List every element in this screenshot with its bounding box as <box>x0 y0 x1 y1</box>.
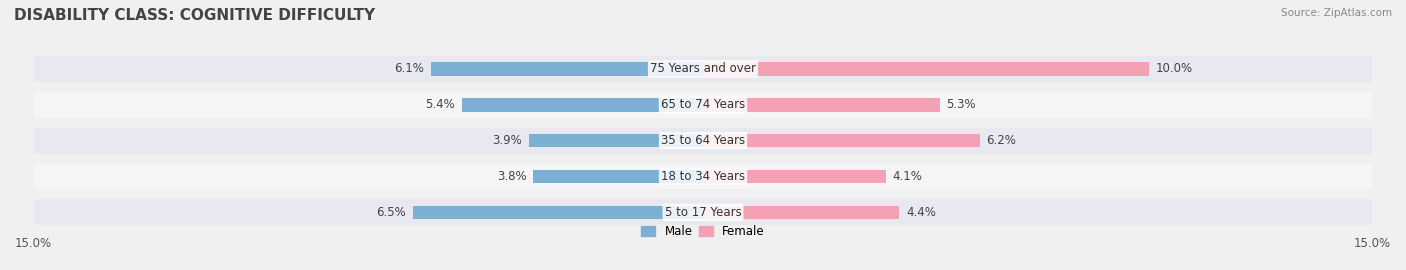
Bar <box>34 164 1372 189</box>
Text: 6.5%: 6.5% <box>377 206 406 219</box>
Text: 6.1%: 6.1% <box>394 62 425 75</box>
Text: 35 to 64 Years: 35 to 64 Years <box>661 134 745 147</box>
Text: 5 to 17 Years: 5 to 17 Years <box>665 206 741 219</box>
Bar <box>703 134 980 147</box>
Bar <box>703 98 939 112</box>
Legend: Male, Female: Male, Female <box>637 220 769 243</box>
Bar <box>703 170 886 183</box>
Text: 5.4%: 5.4% <box>426 98 456 111</box>
Text: Source: ZipAtlas.com: Source: ZipAtlas.com <box>1281 8 1392 18</box>
Bar <box>529 134 703 147</box>
Bar <box>463 98 703 112</box>
Text: DISABILITY CLASS: COGNITIVE DIFFICULTY: DISABILITY CLASS: COGNITIVE DIFFICULTY <box>14 8 375 23</box>
Text: 75 Years and over: 75 Years and over <box>650 62 756 75</box>
Text: 4.4%: 4.4% <box>905 206 936 219</box>
Bar <box>703 62 1149 76</box>
Bar <box>34 200 1372 225</box>
Bar <box>430 62 703 76</box>
Bar <box>533 170 703 183</box>
Bar <box>413 205 703 219</box>
Text: 10.0%: 10.0% <box>1156 62 1194 75</box>
Text: 4.1%: 4.1% <box>893 170 922 183</box>
Text: 3.8%: 3.8% <box>498 170 527 183</box>
Text: 5.3%: 5.3% <box>946 98 976 111</box>
Bar <box>34 56 1372 82</box>
Bar <box>703 205 900 219</box>
Bar <box>34 128 1372 154</box>
Text: 3.9%: 3.9% <box>492 134 522 147</box>
Text: 6.2%: 6.2% <box>987 134 1017 147</box>
Text: 18 to 34 Years: 18 to 34 Years <box>661 170 745 183</box>
Text: 65 to 74 Years: 65 to 74 Years <box>661 98 745 111</box>
Bar <box>34 92 1372 118</box>
